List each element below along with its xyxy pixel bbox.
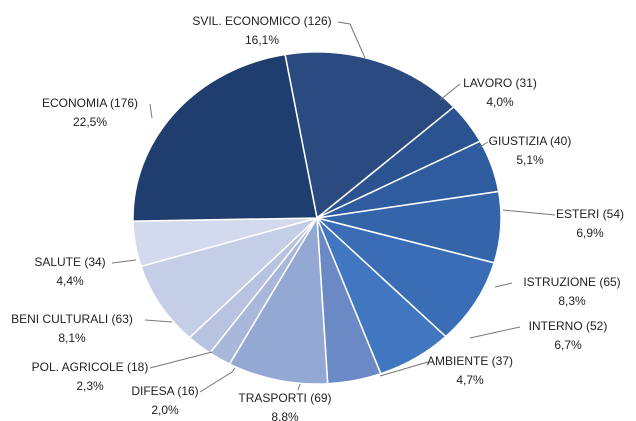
pie-slice [228, 215, 329, 385]
leader-line [477, 141, 489, 149]
slice-label: AMBIENTE (37) [427, 354, 513, 368]
slice-value-label: 4,0% [486, 95, 514, 109]
slice-label: ESTERI (54) [556, 207, 624, 221]
slice-label: SVIL. ECONOMICO (126) [192, 14, 331, 28]
slice-label: ISTRUZIONE (65) [523, 275, 620, 289]
slice-value-label: 2,3% [76, 379, 104, 393]
slice-label: LAVORO (31) [463, 76, 537, 90]
pie-slice [284, 51, 455, 220]
slice-label: DIFESA (16) [131, 384, 198, 398]
slice-label: INTERNO (52) [529, 319, 608, 333]
slice-value-label: 6,9% [576, 226, 604, 240]
slice-value-label: 16,1% [245, 33, 279, 47]
leader-line [111, 259, 137, 264]
slice-label: BENI CULTURALI (63) [11, 312, 133, 326]
leader-line [502, 209, 556, 216]
leader-line [149, 103, 153, 119]
leader-line [469, 326, 521, 339]
leader-line [379, 361, 429, 377]
slice-label: GIUSTIZIA (40) [489, 134, 572, 148]
slice-label: TRASPORTI (69) [238, 391, 331, 405]
slice-value-label: 2,0% [151, 403, 179, 417]
slice-value-label: 22,5% [73, 115, 107, 129]
slice-value-label: 4,7% [456, 373, 484, 387]
pie-slice [132, 53, 318, 222]
slice-value-label: 6,7% [554, 338, 582, 352]
pie-slice [316, 217, 496, 338]
slice-value-label: 4,4% [56, 274, 84, 288]
pie-slice [140, 217, 318, 339]
slice-label: ECONOMIA (176) [42, 96, 138, 110]
leader-line [337, 21, 366, 59]
slice-value-label: 5,1% [516, 153, 544, 167]
slice-label: SALUTE (34) [34, 255, 105, 269]
leader-line [144, 319, 173, 323]
slice-value-label: 8,1% [58, 331, 86, 345]
slice-label: POL. AGRICOLE (18) [32, 360, 149, 374]
leader-line [439, 83, 461, 101]
slice-value-label: 8,3% [558, 294, 586, 308]
leader-line [199, 367, 236, 393]
slice-value-label: 8,8% [271, 410, 299, 421]
leader-line [494, 282, 513, 288]
leader-line [149, 351, 213, 369]
leader-line [297, 383, 301, 391]
